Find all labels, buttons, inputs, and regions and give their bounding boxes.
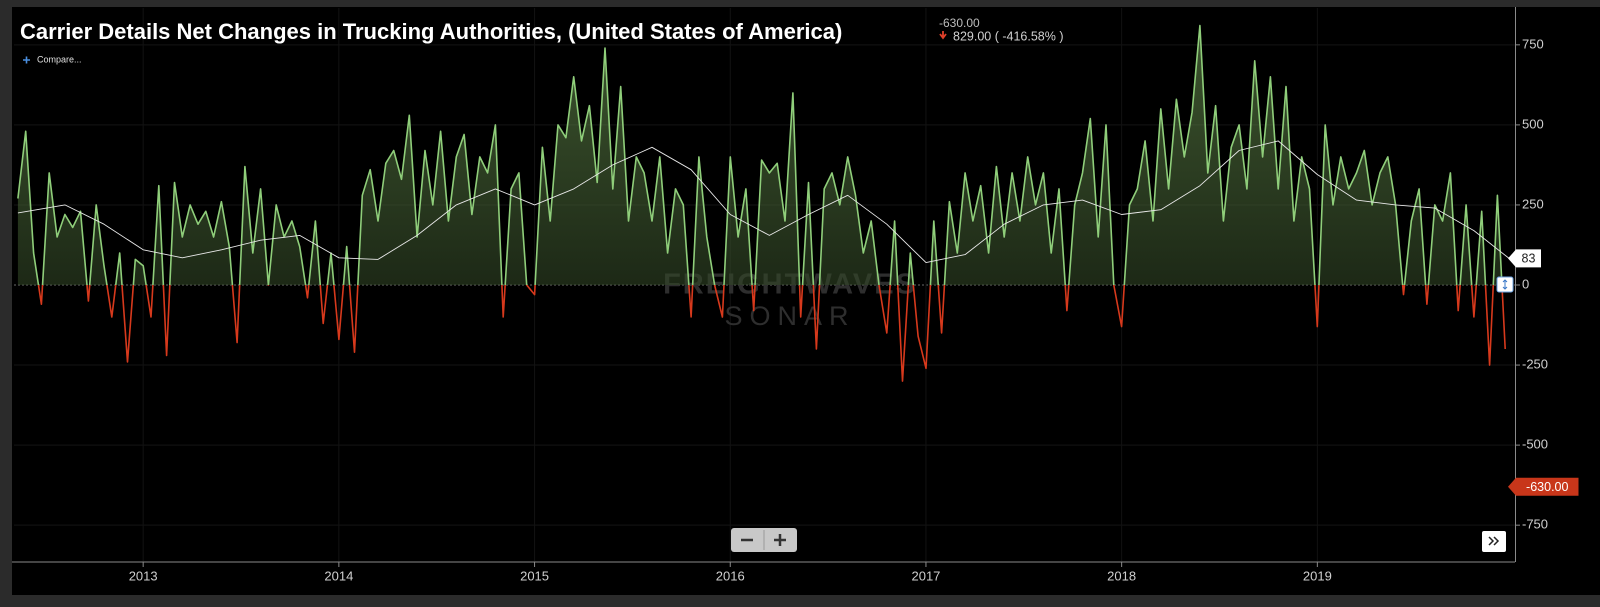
x-tick-label: 2015: [520, 568, 549, 583]
down-arrow: [939, 31, 947, 40]
x-tick-label: 2013: [129, 568, 158, 583]
button-bg: [1482, 531, 1506, 552]
y-tick-label: 750: [1522, 36, 1544, 51]
price-tag: [1508, 249, 1541, 268]
watermark-text: SONAR: [724, 301, 855, 331]
y-tick-label: -250: [1522, 356, 1548, 371]
chevrons-icon: [1488, 536, 1500, 546]
last-value: -630.00: [939, 16, 980, 30]
zoom-in-button[interactable]: [764, 528, 797, 552]
y-tick-label: 0: [1522, 276, 1529, 291]
plus-icon: [23, 56, 30, 64]
compare-button[interactable]: Compare...: [23, 54, 82, 64]
plus-icon: [774, 534, 786, 546]
x-tick-label: 2017: [911, 568, 940, 583]
change-label: 829.00 ( -416.58% ): [953, 29, 1064, 43]
zoom-controls: [731, 528, 797, 552]
axis-handle[interactable]: [1496, 276, 1514, 293]
chart-title: Carrier Details Net Changes in Trucking …: [20, 19, 842, 44]
x-tick-label: 2018: [1107, 568, 1136, 583]
zoom-out-button[interactable]: [731, 528, 764, 552]
compare-label: Compare...: [37, 54, 82, 64]
moving-average-line: [17, 140, 1510, 264]
x-tick-label: 2016: [716, 568, 745, 583]
x-tick-label: 2014: [324, 568, 353, 583]
area: [17, 25, 1506, 285]
price-tag-label: -630.00: [1526, 480, 1568, 494]
price-tag: [1508, 477, 1579, 496]
y-tick-label: 250: [1522, 196, 1544, 211]
chart-background: [12, 7, 1600, 595]
x-tick-label: 2019: [1303, 568, 1332, 583]
price-tag-label: 83: [1522, 252, 1536, 266]
scroll-right-button[interactable]: [1482, 531, 1506, 552]
y-tick-label: 500: [1522, 116, 1544, 131]
data-line: [17, 24, 1506, 382]
handle-icon: [1502, 279, 1508, 290]
y-tick-label: -750: [1522, 517, 1548, 532]
y-tick-label: -500: [1522, 437, 1548, 452]
